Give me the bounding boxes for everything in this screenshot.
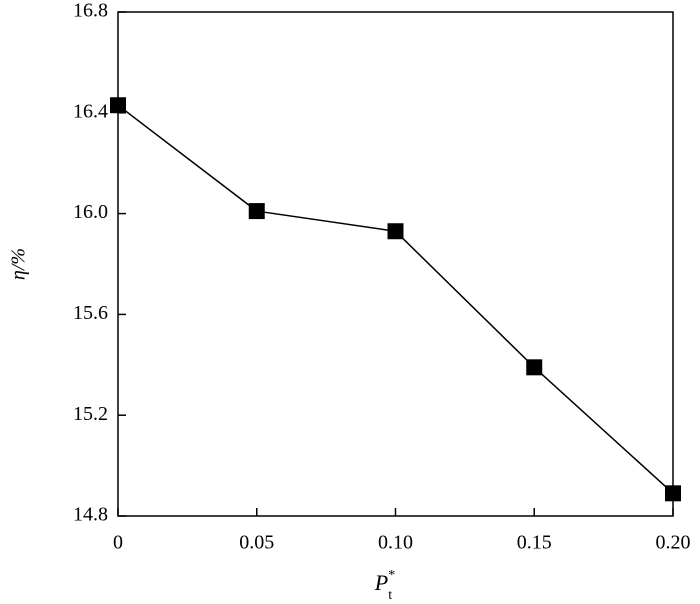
x-label-sup: *	[388, 568, 395, 583]
y-tick-label: 14.8	[73, 504, 108, 526]
y-tick-label: 16.4	[73, 100, 108, 122]
x-tick-label: 0	[113, 532, 123, 554]
y-axis-label: η/%	[8, 248, 30, 280]
marker	[526, 359, 543, 376]
marker	[110, 97, 126, 114]
marker	[387, 223, 404, 240]
x-label-main: P	[374, 570, 388, 595]
x-tick-label: 0.20	[656, 532, 691, 554]
x-tick-label: 0.15	[517, 532, 552, 554]
series-line	[117, 104, 674, 494]
x-tick-label: 0.05	[239, 532, 274, 554]
x-tick-label: 0.10	[378, 532, 413, 554]
y-tick-label: 16.0	[73, 201, 108, 223]
y-tick-label: 16.8	[73, 0, 108, 22]
y-tick-label: 15.6	[73, 302, 108, 324]
y-tick-label: 15.2	[73, 403, 108, 425]
x-axis-label: P* t	[374, 568, 395, 603]
marker	[665, 485, 681, 502]
plot-frame	[117, 11, 674, 517]
x-label-sub: t	[388, 588, 392, 603]
marker	[248, 203, 265, 220]
